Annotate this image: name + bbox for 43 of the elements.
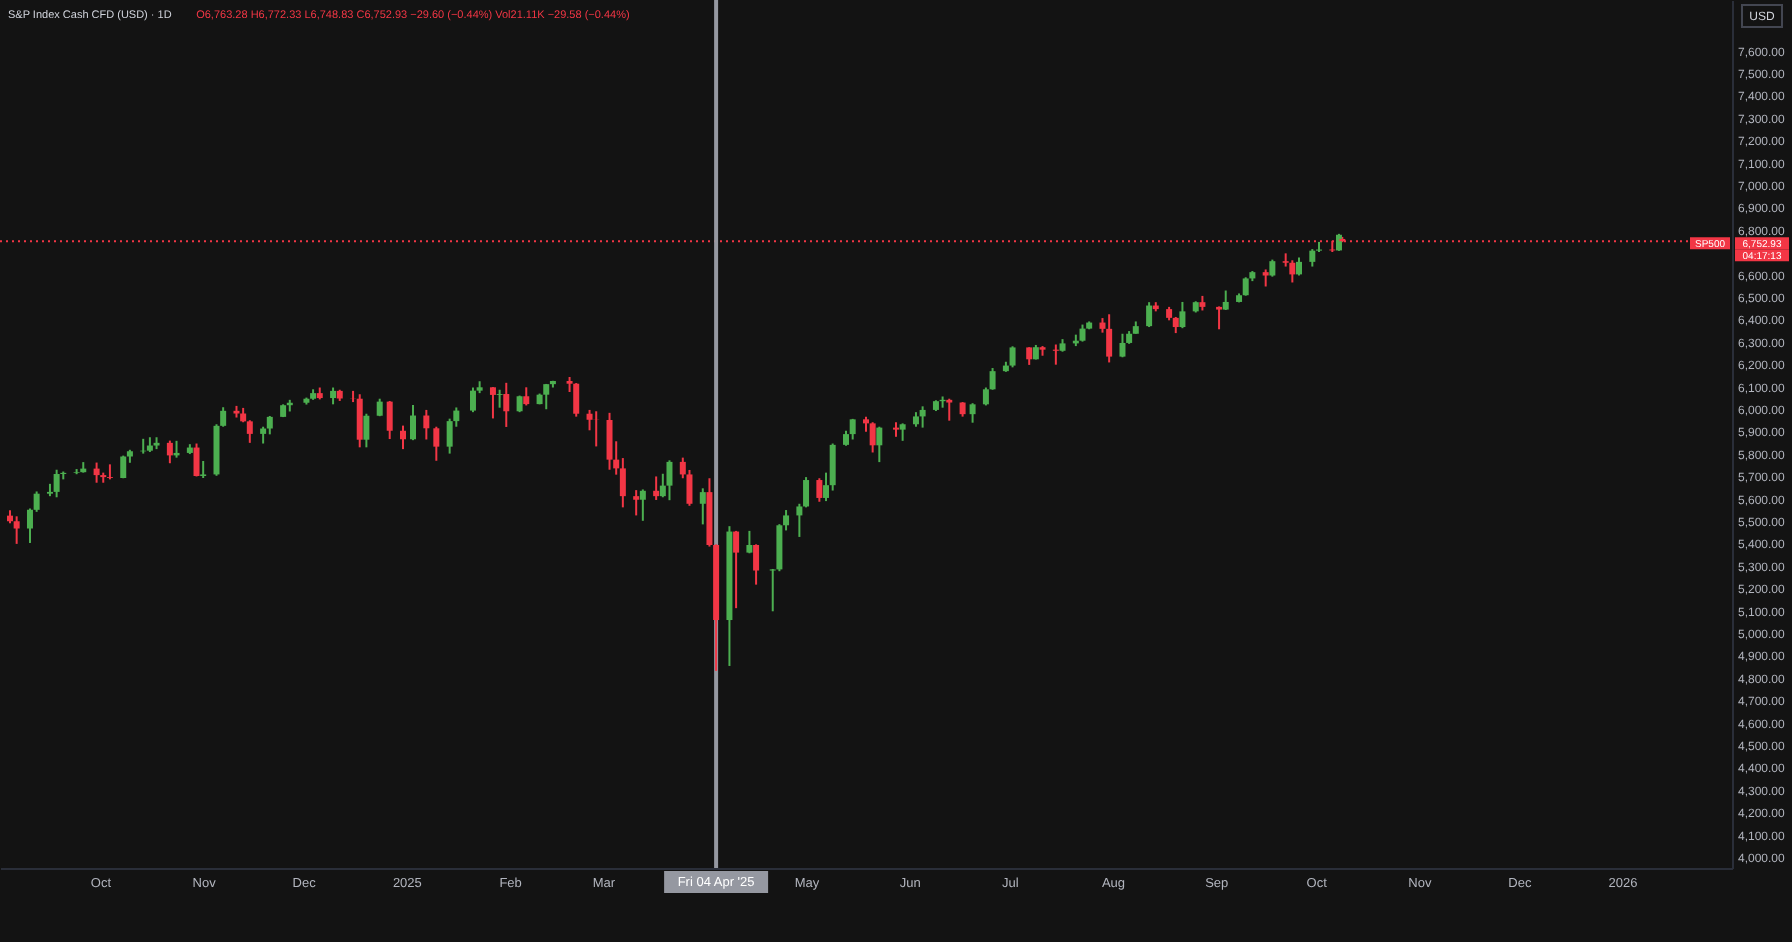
candlestick	[919, 405, 926, 429]
candlestick	[166, 439, 173, 465]
candlestick	[503, 381, 510, 428]
candlestick	[876, 425, 883, 464]
candlestick	[410, 403, 417, 442]
candlestick	[106, 463, 113, 481]
candlestick	[356, 393, 363, 449]
candlestick	[543, 382, 550, 411]
candlestick	[400, 424, 407, 451]
candlestick	[93, 461, 100, 484]
candlestick	[606, 411, 613, 471]
candlestick	[489, 386, 496, 420]
candlestick	[266, 414, 273, 436]
candlestick	[753, 543, 760, 586]
candlestick	[733, 529, 740, 610]
candlestick	[386, 399, 393, 441]
candlestick	[666, 459, 673, 502]
candlestick	[496, 388, 503, 409]
candlestick	[433, 425, 440, 462]
candlestick	[1106, 313, 1113, 364]
candlestick	[639, 488, 646, 522]
candlestick	[699, 487, 706, 526]
candlestick	[869, 421, 876, 454]
candlestick	[816, 477, 823, 503]
candlestick	[573, 382, 580, 418]
candlestick	[423, 408, 430, 441]
candlestick	[1216, 305, 1223, 331]
candlestick	[1289, 259, 1296, 284]
candlestick	[1009, 345, 1016, 369]
candlestick	[523, 386, 530, 407]
candlestick	[53, 468, 60, 499]
candlestick	[633, 489, 640, 517]
candlestick	[653, 475, 660, 501]
candlestick	[193, 442, 200, 478]
candlestick	[1242, 276, 1249, 297]
candlestick	[1179, 300, 1186, 330]
candlestick	[946, 397, 953, 422]
candlestick	[969, 402, 976, 424]
candlestick	[892, 421, 899, 438]
candlestick	[363, 412, 370, 449]
candlestick	[1146, 301, 1153, 329]
candlestick	[13, 515, 20, 545]
candlestick	[469, 386, 476, 414]
